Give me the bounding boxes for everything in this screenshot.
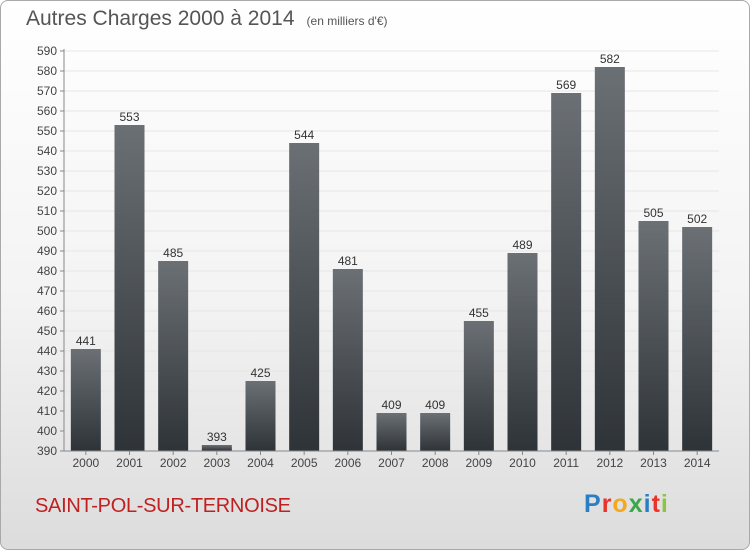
data-label: 481: [338, 254, 358, 268]
bar: [245, 381, 276, 451]
x-tick-label: 2014: [684, 456, 711, 470]
x-tick-label: 2011: [553, 456, 579, 470]
y-tick-label: 450: [37, 324, 57, 338]
data-label: 393: [207, 430, 227, 444]
x-tick-label: 2013: [640, 456, 667, 470]
data-label: 582: [600, 52, 620, 66]
bar: [420, 413, 451, 451]
x-tick-label: 2012: [596, 456, 623, 470]
logo-letter: t: [651, 490, 661, 518]
x-tick-label: 2005: [291, 456, 318, 470]
bar: [682, 227, 713, 451]
y-tick-label: 590: [37, 44, 57, 58]
data-label: 544: [294, 128, 314, 142]
axes: 390 400 410 420 430 440 450 460 470 480 490 500 510 5…: [37, 44, 719, 470]
data-label: 409: [381, 398, 401, 412]
x-tick-label: 2000: [72, 456, 99, 470]
bar: [289, 143, 320, 451]
y-tick-label: 390: [37, 444, 57, 458]
data-label: 489: [512, 238, 532, 252]
y-tick-label: 550: [37, 124, 57, 138]
city-name: SAINT-POL-SUR-TERNOISE: [35, 495, 291, 517]
logo-letter: x: [628, 490, 644, 518]
x-tick-label: 2008: [422, 456, 449, 470]
x-tick-label: 2009: [465, 456, 492, 470]
logo-letter: r: [601, 490, 613, 518]
logo-letter: i: [660, 490, 669, 518]
x-tick-label: 2010: [509, 456, 536, 470]
y-tick-label: 460: [37, 304, 57, 318]
y-tick-label: 440: [37, 344, 57, 358]
data-label: 569: [556, 78, 576, 92]
y-tick-label: 540: [37, 144, 57, 158]
x-tick-label: 2004: [247, 456, 274, 470]
y-tick-label: 400: [37, 424, 57, 438]
y-tick-label: 580: [37, 64, 57, 78]
y-tick-label: 420: [37, 384, 57, 398]
data-label: 502: [687, 212, 707, 226]
bars: 441 553 485 393 425 544 481 409 409 455 489 569 582 5…: [70, 52, 713, 451]
x-tick-label: 2006: [334, 456, 361, 470]
y-tick-label: 510: [37, 204, 57, 218]
data-label: 409: [425, 398, 445, 412]
bar: [201, 445, 232, 451]
bar: [507, 253, 538, 451]
y-tick-label: 520: [37, 184, 57, 198]
proxiti-logo[interactable]: Proxiti: [584, 490, 669, 519]
logo-letter: o: [612, 490, 629, 518]
chart-title: Autres Charges 2000 à 2014: [26, 7, 295, 30]
y-tick-label: 470: [37, 284, 57, 298]
y-tick-label: 480: [37, 264, 57, 278]
bar: [114, 125, 145, 451]
x-tick-label: 2002: [160, 456, 187, 470]
data-label: 505: [643, 206, 663, 220]
bar: [332, 269, 363, 451]
bar: [158, 261, 189, 451]
bar: [638, 221, 669, 451]
bar: [376, 413, 407, 451]
bar: [70, 349, 101, 451]
x-tick-label: 2001: [116, 456, 143, 470]
y-tick-label: 410: [37, 404, 57, 418]
data-label: 425: [250, 366, 270, 380]
x-tick-label: 2003: [203, 456, 230, 470]
y-tick-label: 430: [37, 364, 57, 378]
data-label: 553: [119, 110, 139, 124]
x-tick-label: 2007: [378, 456, 405, 470]
bar: [463, 321, 494, 451]
y-tick-label: 560: [37, 104, 57, 118]
data-label: 455: [469, 306, 489, 320]
logo-letter: i: [643, 490, 652, 518]
y-tick-label: 500: [37, 224, 57, 238]
y-tick-label: 530: [37, 164, 57, 178]
data-label: 441: [76, 334, 96, 348]
unit-label: (en milliers d'€): [306, 14, 388, 28]
bar: [594, 67, 625, 451]
y-tick-label: 570: [37, 84, 57, 98]
bar: [551, 93, 582, 451]
y-tick-label: 490: [37, 244, 57, 258]
data-label: 485: [163, 246, 183, 260]
logo-letter: P: [584, 490, 602, 518]
title-block: Autres Charges 2000 à 2014 (en milliers d…: [26, 7, 388, 31]
